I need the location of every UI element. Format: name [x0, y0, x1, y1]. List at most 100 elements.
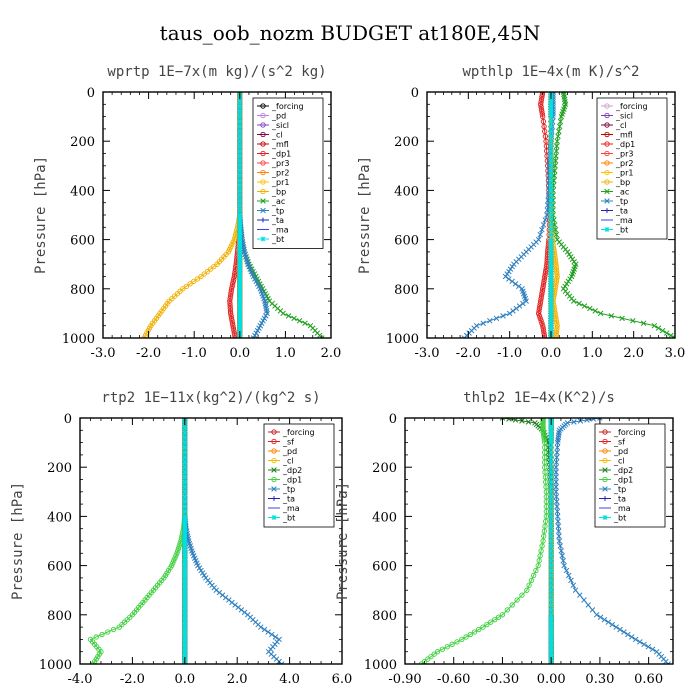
data-point — [237, 222, 243, 228]
data-point — [175, 545, 182, 552]
legend-label: _pr1 — [615, 169, 633, 178]
data-point — [548, 178, 554, 183]
data-point — [548, 256, 554, 262]
data-point — [581, 303, 588, 309]
data-point — [543, 508, 549, 515]
data-point — [542, 444, 548, 451]
data-point — [227, 303, 233, 309]
data-point — [280, 310, 286, 317]
x-tick-label: 6.0 — [332, 672, 353, 687]
legend: _forcing_sf_pd_cl_dp2_dp1_tp_ta_ma_bt — [263, 423, 335, 528]
y-axis-label: Pressure [hPa] — [357, 156, 373, 274]
data-point — [548, 133, 554, 139]
legend-label: _pd — [282, 447, 297, 456]
data-point — [237, 192, 243, 198]
data-point — [227, 298, 233, 304]
data-point — [548, 582, 554, 588]
data-point — [182, 565, 188, 571]
data-point — [439, 646, 446, 652]
data-point — [548, 158, 554, 164]
x-tick-label: -0.90 — [388, 672, 421, 687]
data-point — [541, 437, 548, 443]
data-point — [228, 286, 235, 292]
data-point — [540, 427, 546, 433]
data-point — [506, 268, 512, 275]
data-point — [237, 232, 243, 238]
data-point — [548, 311, 554, 316]
data-point — [541, 528, 548, 534]
legend-marker — [260, 112, 266, 119]
data-point — [237, 188, 243, 193]
data-point — [237, 212, 243, 218]
y-axis-label: Pressure [hPa] — [33, 156, 49, 274]
legend-marker — [604, 208, 610, 213]
data-point — [548, 587, 554, 593]
legend-item-cl: _cl — [599, 457, 625, 466]
data-point — [554, 320, 560, 326]
y-tick-label: 1000 — [39, 658, 72, 673]
data-point — [182, 523, 188, 529]
legend-item-bt: _bt — [601, 226, 628, 235]
data-point — [471, 629, 478, 635]
legend-label: _dp1 — [271, 150, 291, 159]
data-point — [182, 454, 188, 460]
data-point — [237, 281, 243, 287]
data-point — [553, 479, 559, 485]
x-tick-label: -2.0 — [120, 672, 145, 687]
data-point — [548, 244, 554, 250]
data-point — [548, 459, 554, 465]
x-tick-label: -3.0 — [90, 346, 115, 361]
data-point — [548, 124, 554, 129]
plot-area — [461, 92, 675, 338]
legend-label: _pd — [271, 112, 286, 121]
data-point — [525, 419, 532, 425]
legend-label: _pr2 — [615, 159, 633, 168]
data-point — [258, 624, 264, 630]
data-point — [182, 509, 188, 514]
data-point — [548, 607, 554, 613]
data-point — [554, 323, 560, 329]
legend-item-forcing: _forcing — [257, 102, 304, 111]
data-point — [237, 264, 243, 270]
data-point — [182, 634, 188, 640]
data-point — [605, 619, 612, 625]
legend-marker — [271, 476, 277, 483]
data-point — [261, 626, 268, 633]
legend-item-cl: _cl — [257, 131, 283, 140]
data-point — [548, 101, 554, 107]
data-point — [548, 509, 554, 514]
data-point — [291, 315, 297, 322]
y-tick-label: 600 — [47, 560, 72, 575]
data-point — [548, 437, 554, 443]
legend-label: _cl — [271, 131, 283, 140]
data-point — [480, 320, 486, 326]
data-point — [237, 286, 243, 292]
legend-marker — [260, 160, 266, 166]
data-point — [628, 634, 635, 640]
legend-item-bt: _bt — [599, 514, 626, 523]
legend-marker — [260, 169, 266, 176]
data-point — [211, 264, 217, 270]
data-point — [237, 293, 243, 299]
data-point — [543, 498, 549, 505]
data-point — [514, 597, 520, 603]
data-point — [592, 308, 598, 314]
data-point — [557, 543, 564, 549]
legend-label: _bt — [615, 226, 628, 235]
data-point — [272, 634, 279, 640]
legend-label: _forcing — [282, 428, 315, 437]
legend-item-pr1: _pr1 — [601, 169, 633, 178]
data-point — [183, 283, 190, 289]
data-point — [562, 283, 568, 290]
data-point — [172, 555, 178, 561]
data-point — [609, 621, 616, 628]
data-point — [237, 259, 243, 265]
data-point — [548, 163, 554, 169]
data-point — [548, 597, 554, 603]
legend-label: _dp1 — [613, 476, 633, 485]
panel-title: thlp2 1E−4x(K^2)/s — [463, 390, 615, 406]
legend-marker — [604, 141, 610, 147]
data-point — [196, 565, 203, 571]
data-point — [568, 273, 575, 280]
y-tick-label: 600 — [70, 234, 95, 249]
